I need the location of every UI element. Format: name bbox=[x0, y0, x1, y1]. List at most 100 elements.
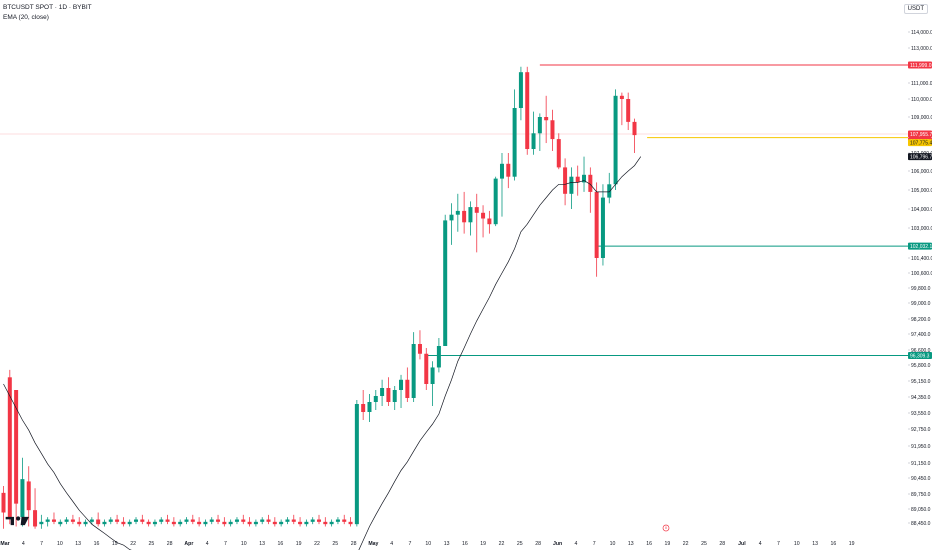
y-tick-label: 95,150.0 bbox=[911, 379, 931, 385]
candle bbox=[190, 514, 195, 525]
symbol-title[interactable]: BTCUSDT SPOT · 1D · BYBIT bbox=[3, 4, 92, 11]
candle-body bbox=[298, 521, 303, 525]
candle-body bbox=[506, 163, 511, 177]
x-tick-label: Jul bbox=[738, 541, 746, 547]
candle bbox=[468, 201, 473, 236]
chart-legend: BTCUSDT SPOT · 1D · BYBIT EMA (20, close… bbox=[3, 3, 92, 23]
x-tick-label: 19 bbox=[665, 541, 671, 547]
candle-body bbox=[77, 521, 82, 525]
candle-body bbox=[575, 176, 580, 183]
candle-body bbox=[152, 521, 157, 525]
y-tick-label: 100,600.0 bbox=[911, 271, 932, 277]
x-tick-label: 19 bbox=[112, 541, 118, 547]
time-axis[interactable]: Mar 4 7 10 13 16 19 22 25 28 Apr 4 7 10 13 16 19 22 25 28 Ma… bbox=[0, 536, 908, 550]
candle-body bbox=[1, 492, 6, 513]
candle bbox=[64, 517, 69, 525]
price-axis[interactable]: 114,000.0 113,000.0 111,999.0 111,000.0 110,… bbox=[908, 0, 932, 550]
x-tick-label: 19 bbox=[849, 541, 855, 547]
x-tick-label: 16 bbox=[831, 541, 837, 547]
candle-body bbox=[348, 521, 353, 525]
candle bbox=[171, 517, 176, 527]
candle-body bbox=[525, 72, 530, 150]
price-label-bg bbox=[908, 130, 932, 138]
candle bbox=[253, 519, 258, 527]
y-tick-label: 91,150.0 bbox=[911, 461, 931, 467]
level-lines bbox=[0, 64, 908, 356]
candle-body bbox=[83, 521, 88, 525]
candle-body bbox=[228, 521, 233, 525]
candle bbox=[506, 153, 511, 189]
x-tick-label: 16 bbox=[278, 541, 284, 547]
y-tick-label: 105,000.0 bbox=[911, 188, 932, 194]
price-label-support: 102,032.1 bbox=[908, 242, 932, 250]
x-tick-label: 22 bbox=[683, 541, 689, 547]
ema-indicator-label[interactable]: EMA (20, close) bbox=[3, 14, 49, 21]
x-tick-label: 22 bbox=[499, 541, 505, 547]
candle bbox=[544, 95, 549, 144]
candle-body bbox=[582, 174, 587, 183]
candle bbox=[537, 113, 542, 152]
candle-body bbox=[436, 346, 441, 368]
candle-body bbox=[197, 521, 202, 525]
candle bbox=[121, 517, 126, 527]
candle-body bbox=[600, 197, 605, 258]
event-marker-icon[interactable] bbox=[662, 524, 670, 532]
candle bbox=[146, 519, 151, 527]
candle bbox=[115, 514, 120, 525]
candle bbox=[33, 488, 38, 529]
candle-body bbox=[430, 367, 435, 384]
candle bbox=[386, 377, 391, 406]
y-tick-label: 109,000.0 bbox=[911, 115, 932, 121]
y-tick-label: 101,400.0 bbox=[911, 256, 932, 262]
candle-body bbox=[474, 207, 479, 213]
price-axis-bg bbox=[908, 0, 932, 550]
y-tick-label: 89,050.0 bbox=[911, 507, 931, 513]
candle-body bbox=[260, 519, 265, 522]
candle bbox=[525, 66, 530, 155]
candle-body bbox=[216, 519, 221, 522]
candle-body bbox=[222, 521, 227, 525]
candle-body bbox=[165, 519, 170, 522]
y-tick-label: 91,950.0 bbox=[911, 444, 931, 450]
candle bbox=[481, 205, 486, 238]
candle bbox=[392, 386, 397, 410]
candle-body bbox=[417, 344, 422, 354]
candle bbox=[58, 519, 63, 527]
candle bbox=[14, 390, 19, 527]
candle bbox=[298, 517, 303, 527]
candle-body bbox=[487, 218, 492, 225]
ema-layer bbox=[3, 156, 642, 555]
candle bbox=[266, 514, 271, 525]
x-tick-label: 19 bbox=[480, 541, 486, 547]
price-label-bg bbox=[908, 153, 932, 161]
x-tick-label: Apr bbox=[184, 541, 193, 547]
x-tick-label: 4 bbox=[574, 541, 577, 547]
candle bbox=[165, 514, 170, 525]
candle bbox=[588, 167, 593, 213]
candle bbox=[462, 191, 467, 234]
y-tick-label: 94,350.0 bbox=[911, 395, 931, 401]
candle-body bbox=[361, 404, 366, 412]
candle-body bbox=[531, 133, 536, 150]
x-tick-label: 4 bbox=[206, 541, 209, 547]
candle bbox=[140, 514, 145, 525]
candle-body bbox=[171, 521, 176, 525]
candle bbox=[70, 514, 75, 525]
x-tick-label: 22 bbox=[314, 541, 320, 547]
price-label-current: 107,775.4 bbox=[908, 139, 932, 146]
currency-button[interactable]: USDT bbox=[903, 4, 928, 14]
candle bbox=[499, 153, 504, 217]
candle-body bbox=[386, 388, 391, 402]
candle-body bbox=[392, 390, 397, 402]
candle-body bbox=[272, 521, 277, 525]
candle-body bbox=[380, 388, 385, 396]
candle-body bbox=[329, 521, 334, 525]
x-tick-label: Jun bbox=[553, 541, 562, 547]
tradingview-logo[interactable] bbox=[4, 514, 34, 528]
candle bbox=[279, 519, 284, 527]
candle-body bbox=[512, 108, 517, 177]
candle-body bbox=[405, 379, 410, 398]
candle bbox=[354, 400, 359, 527]
